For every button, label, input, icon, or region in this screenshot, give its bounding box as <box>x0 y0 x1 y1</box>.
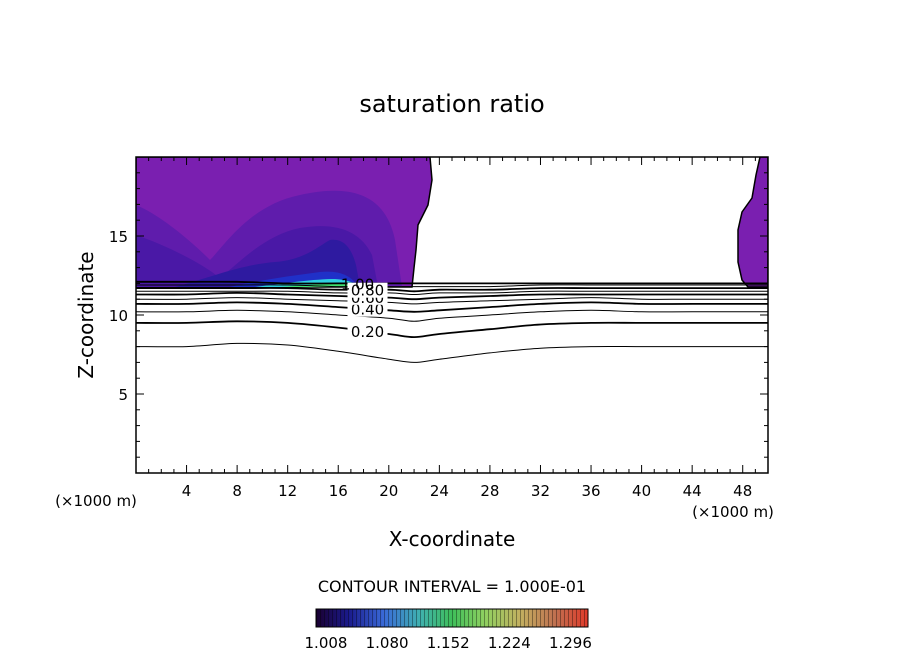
contour-line <box>136 320 768 339</box>
contour-line <box>136 291 768 301</box>
colorbar-tick-label: 1.152 <box>427 634 470 652</box>
y-axis-label: Z-coordinate <box>74 251 98 378</box>
contour-labels: 0.200.400.600.801.00 <box>341 275 388 341</box>
x-axis-label: X-coordinate <box>389 527 516 551</box>
x-tick-label: 8 <box>232 482 242 500</box>
x-tick-label: 48 <box>733 482 752 500</box>
x-tick-label: 44 <box>683 482 702 500</box>
colorbar-tick-labels: 1.008 1.080 1.152 1.224 1.296 <box>305 634 592 652</box>
chart-title: saturation ratio <box>359 90 544 118</box>
x-tick-label: 36 <box>581 482 600 500</box>
contour-line <box>136 287 768 293</box>
x-tick-label: 16 <box>329 482 348 500</box>
contour-label-bg <box>347 282 388 298</box>
y-tick-label: 15 <box>109 228 128 246</box>
x-unit-label-right: (×1000 m) <box>692 503 774 521</box>
x-tick-label: 20 <box>379 482 398 500</box>
contour-line <box>136 342 768 363</box>
fill-right-background <box>737 157 768 288</box>
x-tick-label: 4 <box>182 482 192 500</box>
contour-label: 0.40 <box>351 301 384 319</box>
contour-line <box>136 290 768 296</box>
filled-regions <box>136 157 768 288</box>
x-axis-ticks: 4 8 12 16 20 24 28 32 36 40 44 48 <box>148 157 756 500</box>
contour-label: 0.20 <box>351 323 384 341</box>
contour-line <box>136 301 768 313</box>
x-tick-label: 24 <box>430 482 449 500</box>
x-tick-label: 28 <box>480 482 499 500</box>
contour-label-bg <box>347 323 388 339</box>
contour-line <box>136 280 768 285</box>
contour-lines <box>136 280 768 363</box>
contour-line <box>136 297 768 305</box>
contour-line <box>136 284 768 288</box>
colorbar-tick-label: 1.080 <box>366 634 409 652</box>
x-unit-label-left: (×1000 m) <box>55 492 137 510</box>
colorbar-tick-label: 1.296 <box>549 634 592 652</box>
x-tick-label: 32 <box>531 482 550 500</box>
colorbar-stripes <box>316 609 588 627</box>
colorbar-tick-label: 1.008 <box>305 634 348 652</box>
contour-interval-text: CONTOUR INTERVAL = 1.000E-01 <box>318 577 586 596</box>
x-tick-label: 12 <box>278 482 297 500</box>
y-axis-ticks: 5 10 15 <box>109 172 768 458</box>
contour-label: 0.80 <box>351 282 384 300</box>
y-tick-label: 10 <box>109 307 128 325</box>
y-tick-label: 5 <box>118 386 128 404</box>
contour-line <box>136 309 768 322</box>
x-tick-label: 40 <box>632 482 651 500</box>
colorbar-tick-label: 1.224 <box>488 634 531 652</box>
contour-label: 1.00 <box>341 275 374 293</box>
colorbar: 1.008 1.080 1.152 1.224 1.296 <box>305 608 592 652</box>
contour-label-bg <box>347 301 388 317</box>
